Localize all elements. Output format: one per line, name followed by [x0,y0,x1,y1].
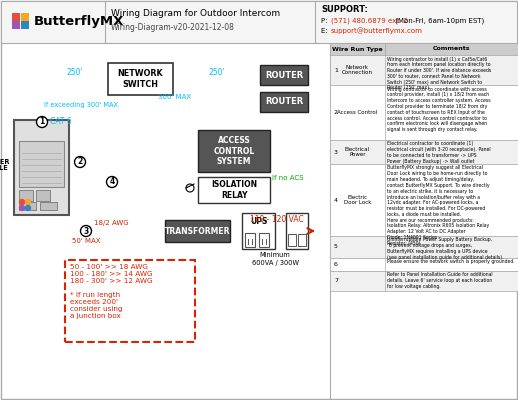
Text: support@butterflymx.com: support@butterflymx.com [331,28,423,34]
Text: Wiring-Diagram-v20-2021-12-08: Wiring-Diagram-v20-2021-12-08 [111,24,235,32]
Bar [198,130,270,172]
Circle shape [36,116,48,128]
Text: 1: 1 [334,68,338,72]
Text: ButterflyMX: ButterflyMX [34,14,124,28]
Bar [12,13,20,21]
Text: E:: E: [321,28,330,34]
Bar [108,63,173,95]
Bar [242,213,275,249]
Bar [198,177,270,203]
Text: 110 - 120 VAC: 110 - 120 VAC [250,215,304,224]
Text: ACCESS
CONTROL
SYSTEM: ACCESS CONTROL SYSTEM [213,136,255,166]
Bar [330,85,518,140]
Text: 250': 250' [67,68,83,77]
Text: 250': 250' [208,68,225,77]
Text: 300' MAX: 300' MAX [159,94,192,100]
Text: Wire Run Type: Wire Run Type [332,46,383,52]
Text: 4: 4 [334,198,338,202]
Text: UPS: UPS [250,218,267,226]
Text: 5: 5 [334,244,338,250]
Bar [260,92,308,112]
Text: Wiring contractor to coordinate with access
control provider, install (1) x 18/2: Wiring contractor to coordinate with acc… [387,86,491,132]
Circle shape [80,226,92,236]
Bar [330,140,518,164]
Bar [21,21,29,29]
Bar [165,220,230,242]
Circle shape [186,184,194,192]
Text: If exceeding 300' MAX: If exceeding 300' MAX [44,102,118,108]
Bar [330,164,518,236]
Text: Refer to Panel Installation Guide for additional
details. Leave 6' service loop : Refer to Panel Installation Guide for ad… [387,272,493,289]
Text: Comments: Comments [433,46,470,52]
Text: 18/2 AWG: 18/2 AWG [94,220,128,226]
Text: 2: 2 [334,110,338,115]
Text: Please ensure the network switch is properly grounded.: Please ensure the network switch is prop… [387,260,515,264]
Text: POWER
CABLE: POWER CABLE [0,158,10,172]
Text: 50' MAX: 50' MAX [72,238,100,244]
Text: Electrical contractor to coordinate (1)
electrical circuit (with 3-20 receptacle: Electrical contractor to coordinate (1) … [387,142,491,164]
Circle shape [107,176,118,188]
Text: Electrical
Power: Electrical Power [345,146,370,157]
Text: 3: 3 [334,150,338,154]
Text: Access Control: Access Control [337,110,378,115]
Text: 50 - 100' >> 18 AWG
100 - 180' >> 14 AWG
180 - 300' >> 12 AWG

* If run length
e: 50 - 100' >> 18 AWG 100 - 180' >> 14 AWG… [70,264,153,319]
Bar [1,1,517,43]
Text: NETWORK
SWITCH: NETWORK SWITCH [118,69,163,89]
Circle shape [25,200,31,204]
Bar [288,234,296,246]
Text: (571) 480.6879 ext. 2: (571) 480.6879 ext. 2 [331,18,408,24]
Circle shape [20,200,24,204]
Text: TRANSFORMER: TRANSFORMER [165,226,230,236]
Bar [21,13,29,21]
Bar [330,55,518,85]
Text: ROUTER: ROUTER [265,70,303,80]
Text: 4: 4 [109,178,114,186]
Text: Electric
Door Lock: Electric Door Lock [344,194,371,206]
Bar [65,260,195,342]
Bar [12,21,20,29]
Bar [40,202,57,210]
Bar [36,190,50,201]
Text: CAT 6: CAT 6 [50,118,72,126]
Bar [14,120,69,215]
Text: (Mon-Fri, 6am-10pm EST): (Mon-Fri, 6am-10pm EST) [393,18,484,24]
Text: Uninterruptible Power Supply Battery Backup.
To prevent voltage drops and surges: Uninterruptible Power Supply Battery Bac… [387,238,503,260]
Bar [19,202,36,210]
Text: ButterflyMX strongly suggest all Electrical
Door Lock wiring to be home-run dire: ButterflyMX strongly suggest all Electri… [387,166,490,246]
Bar [330,271,518,291]
Text: If no ACS: If no ACS [272,175,304,181]
Bar [330,236,518,258]
Text: 1: 1 [39,118,45,126]
Text: Network
Connection: Network Connection [342,65,373,75]
Text: Wiring Diagram for Outdoor Intercom: Wiring Diagram for Outdoor Intercom [111,10,280,18]
Text: Wiring contractor to install (1) x Cat5e/Cat6
from each Intercom panel location : Wiring contractor to install (1) x Cat5e… [387,56,491,90]
Bar [330,258,518,271]
Bar [286,213,308,249]
Bar [298,234,306,246]
Text: 7: 7 [334,278,338,284]
Circle shape [25,206,31,210]
Text: ISOLATION
RELAY: ISOLATION RELAY [211,180,257,200]
Circle shape [75,156,85,168]
Text: SUPPORT:: SUPPORT: [321,6,368,14]
Text: 2: 2 [77,158,83,166]
Bar [330,43,518,55]
Text: 3: 3 [83,226,89,236]
Bar [19,190,33,201]
Text: 600VA / 300W: 600VA / 300W [252,260,298,266]
Bar [245,233,255,247]
Bar [19,141,64,187]
Text: Minimum: Minimum [260,252,291,258]
Bar [260,65,308,85]
Text: ROUTER: ROUTER [265,98,303,106]
Circle shape [20,206,24,210]
Text: P:: P: [321,18,330,24]
Bar [259,233,269,247]
Text: 6: 6 [334,262,338,267]
